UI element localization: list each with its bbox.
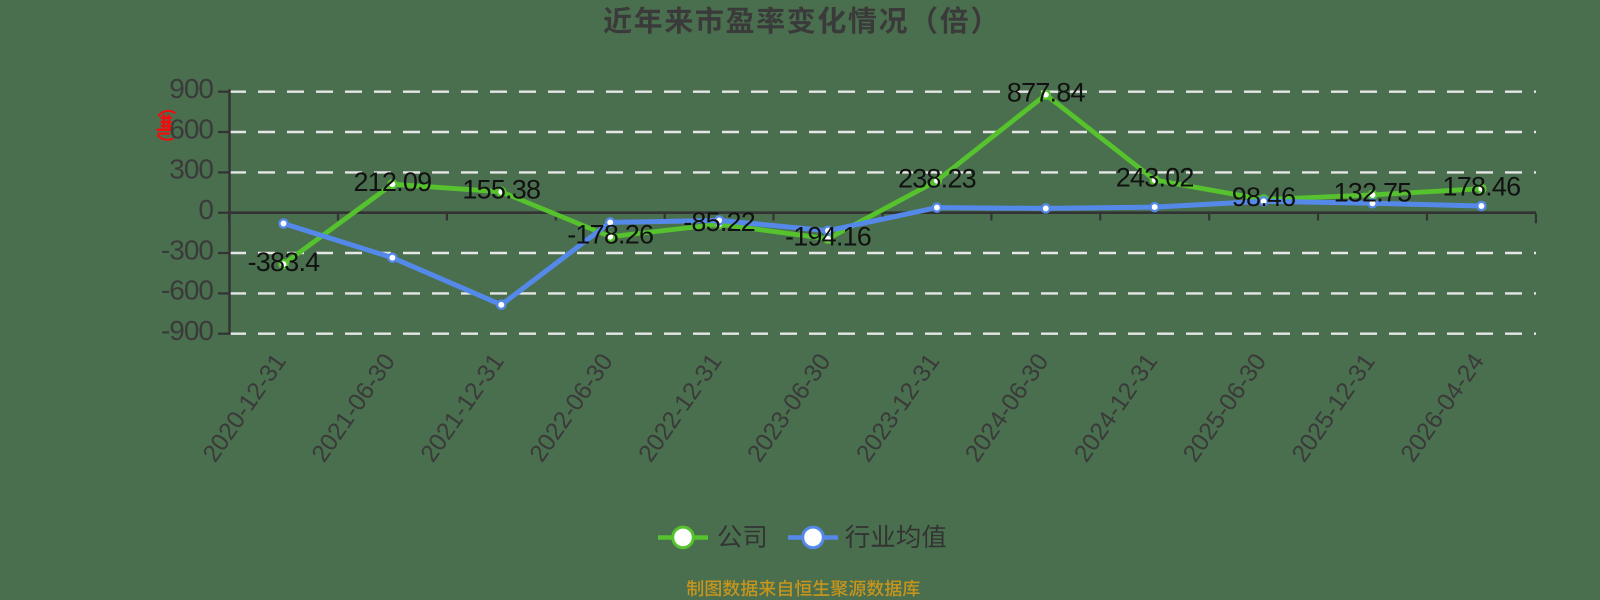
svg-text:300: 300	[169, 154, 213, 185]
svg-text:132.75: 132.75	[1334, 178, 1412, 208]
svg-text:-194.16: -194.16	[785, 222, 871, 252]
svg-text:600: 600	[169, 113, 213, 144]
svg-text:-178.26: -178.26	[567, 219, 653, 249]
svg-text:-383.4: -383.4	[248, 247, 321, 277]
svg-text:900: 900	[169, 73, 213, 104]
svg-text:238.23: 238.23	[898, 163, 976, 193]
svg-text:-300: -300	[161, 234, 213, 265]
svg-text:155.38: 155.38	[462, 175, 540, 205]
svg-text:-85.22: -85.22	[683, 207, 755, 237]
svg-text:0: 0	[198, 194, 213, 225]
svg-text:243.02: 243.02	[1116, 163, 1194, 193]
svg-text:-900: -900	[161, 315, 213, 346]
svg-text:877.84: 877.84	[1007, 77, 1086, 107]
svg-text:-600: -600	[161, 275, 213, 306]
svg-text:98.46: 98.46	[1232, 182, 1296, 212]
svg-text:212.09: 212.09	[354, 167, 432, 197]
svg-text:178.46: 178.46	[1443, 171, 1521, 201]
